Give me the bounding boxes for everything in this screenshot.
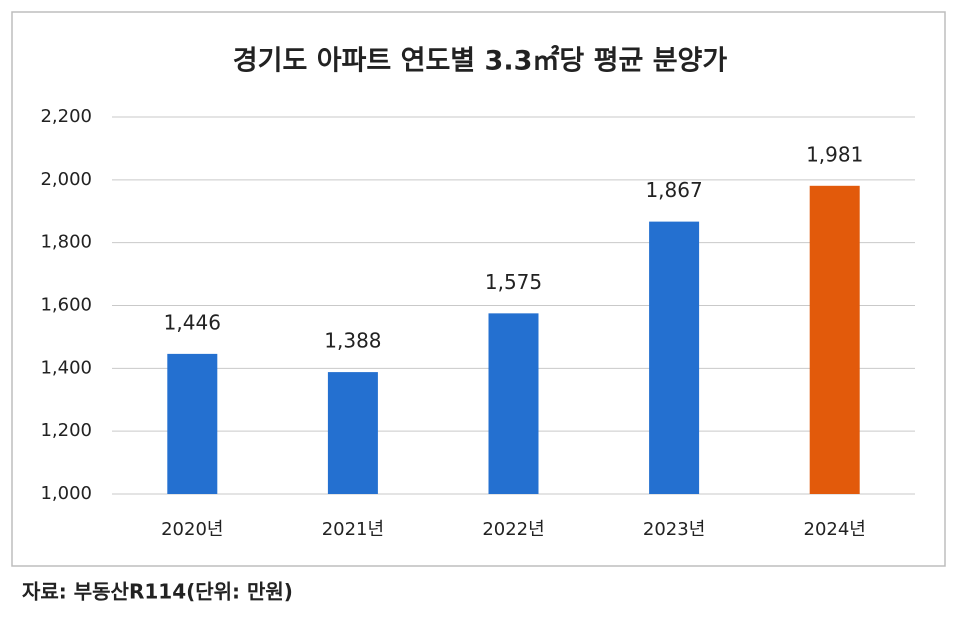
x-tick-label: 2022년 (482, 519, 544, 540)
y-tick-label: 1,400 (40, 357, 92, 378)
y-tick-label: 2,000 (40, 169, 92, 190)
value-label: 1,981 (806, 142, 863, 166)
y-tick-label: 2,200 (40, 106, 92, 127)
bar (167, 353, 218, 494)
bar (809, 185, 860, 495)
chart-title: 경기도 아파트 연도별 3.3㎡당 평균 분양가 (233, 45, 728, 77)
x-tick-label: 2023년 (643, 519, 705, 540)
bar (327, 372, 378, 494)
chart-frame (11, 11, 946, 567)
y-tick-label: 1,200 (40, 420, 92, 441)
value-label: 1,867 (645, 178, 702, 202)
y-tick-label: 1,800 (40, 232, 92, 253)
bar (488, 313, 539, 494)
value-label: 1,388 (324, 329, 381, 353)
x-tick-label: 2021년 (322, 519, 384, 540)
x-tick-label: 2024년 (804, 519, 866, 540)
y-tick-label: 1,000 (40, 483, 92, 504)
y-tick-label: 1,600 (40, 295, 92, 316)
value-label: 1,446 (164, 310, 221, 334)
x-tick-label: 2020년 (161, 519, 223, 540)
bar (649, 221, 700, 494)
value-label: 1,575 (485, 270, 542, 294)
source-note: 자료: 부동산R114(단위: 만원) (22, 580, 293, 604)
